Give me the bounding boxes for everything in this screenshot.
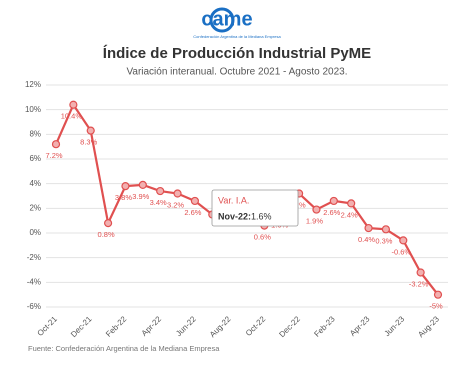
x-tick-label: Oct-21 [36, 314, 60, 338]
value-label: -5% [429, 302, 443, 311]
point [138, 180, 147, 189]
y-tick-label: 10% [25, 105, 41, 114]
value-label: 3.8% [115, 193, 132, 202]
point [329, 196, 338, 206]
point [86, 126, 95, 135]
y-tick-label: 6% [29, 154, 41, 163]
point [190, 196, 200, 206]
value-label: 0.3% [375, 236, 392, 245]
y-tick-label: -2% [27, 253, 41, 262]
value-label: 8.3% [80, 138, 97, 147]
chart-subtitle: Variación interanual. Octubre 2021 - Ago… [126, 67, 347, 78]
tooltip-category: Nov-22: [218, 211, 251, 221]
logo-name: came [201, 8, 252, 30]
x-tick-label: Dec-22 [277, 314, 302, 339]
value-label: 3.2% [167, 201, 184, 210]
point [156, 186, 165, 196]
value-label: 0.4% [358, 235, 375, 244]
value-label: -3.2% [409, 279, 429, 288]
chart-title: Índice de Producción Industrial PyME [103, 45, 371, 62]
x-tick-label: Aug-23 [416, 314, 441, 339]
value-label: 10.4% [61, 112, 83, 121]
tooltip-box [211, 189, 299, 227]
y-tick-label: 12% [25, 80, 41, 89]
x-tick-label: Feb-23 [312, 314, 337, 339]
x-tick-label: Aug-22 [208, 314, 233, 339]
logo-tagline: Confederación Argentina de la Mediana Em… [193, 34, 281, 39]
value-label: 3.9% [132, 192, 149, 201]
value-label: -0.6% [391, 247, 411, 256]
point [121, 182, 130, 191]
point [364, 223, 373, 233]
point [381, 225, 391, 234]
point [51, 140, 61, 149]
point [433, 290, 443, 299]
x-tick-label: Apr-22 [140, 314, 164, 338]
y-tick-label: 8% [29, 129, 41, 138]
x-tick-label: Apr-23 [348, 314, 372, 338]
x-tick-label: Jun-22 [174, 314, 198, 338]
x-tick-label: Dec-21 [69, 314, 94, 339]
point [416, 268, 425, 277]
value-label: 2.6% [323, 208, 340, 217]
value-label: 7.2% [45, 151, 62, 160]
point [103, 219, 113, 228]
point [69, 100, 78, 109]
value-label: 3.4% [150, 198, 167, 207]
x-tick-label: Jun-23 [383, 314, 407, 338]
source: Fuente: Confederación Argentina de la Me… [28, 344, 220, 353]
y-tick-label: 4% [29, 179, 41, 188]
x-tick-label: Feb-22 [104, 314, 129, 339]
point [173, 189, 182, 198]
logo-ring [209, 7, 235, 33]
y-tick-label: 2% [29, 203, 41, 212]
point [312, 205, 321, 214]
tooltip-title: Var. I.A. [218, 195, 249, 205]
tooltip: Var. I.A. Nov-22: 1.6% [211, 189, 299, 227]
value-label: 2.6% [184, 208, 201, 217]
x-tick-label: Oct-22 [244, 314, 268, 338]
y-tick-label: -6% [27, 302, 41, 311]
value-label: 2.4% [341, 210, 358, 219]
y-tick-label: -4% [27, 277, 41, 286]
value-label: 0.6% [254, 233, 271, 242]
value-label: 1.9% [306, 217, 323, 226]
value-label: 0.8% [98, 230, 115, 239]
logo: came Confederación Argentina de la Media… [193, 7, 281, 39]
point [347, 199, 356, 208]
point [399, 236, 408, 245]
tooltip-value: 1.6% [251, 211, 272, 221]
y-tick-label: 0% [29, 228, 41, 237]
